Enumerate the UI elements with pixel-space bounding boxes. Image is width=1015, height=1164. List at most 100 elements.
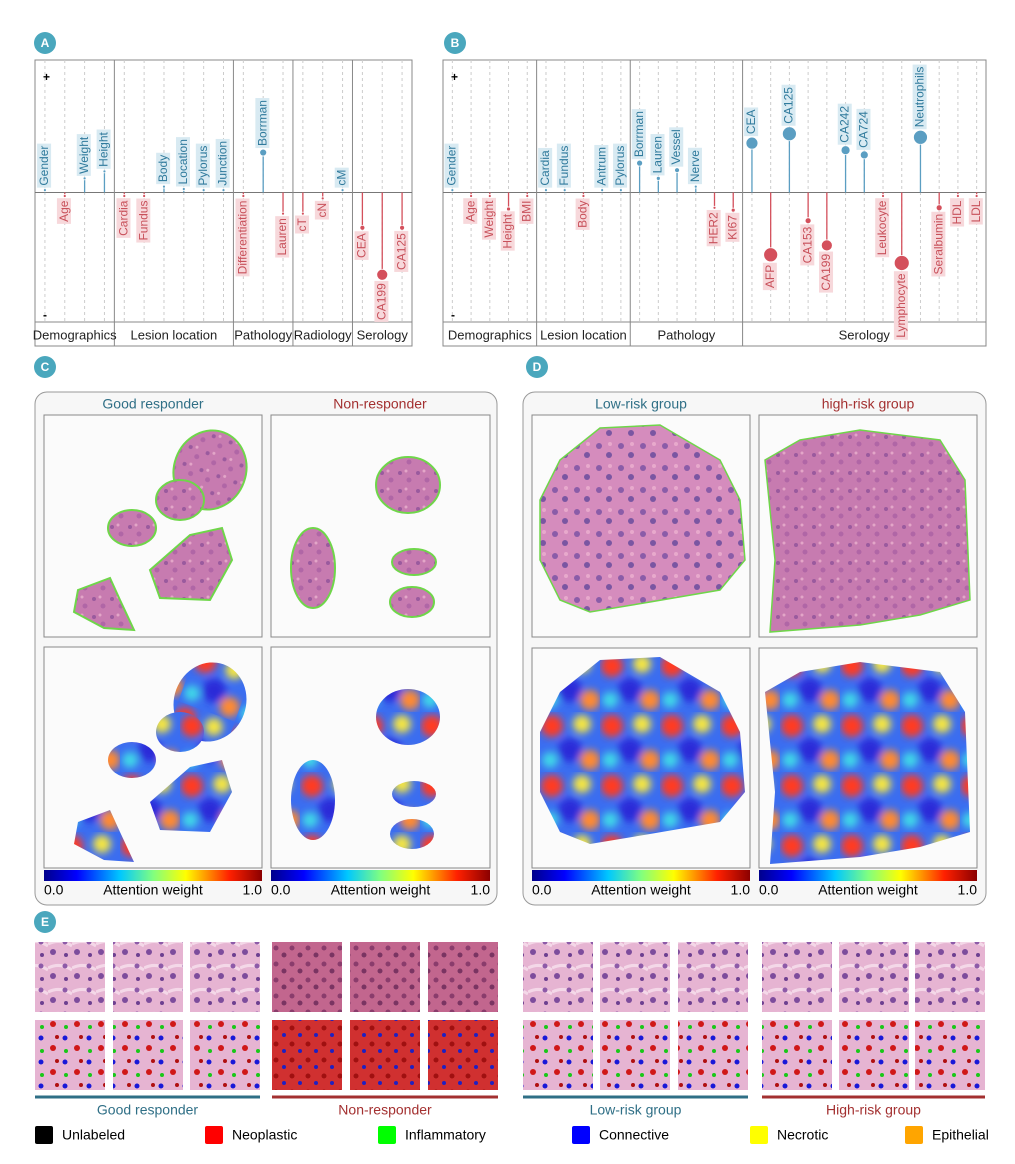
- top-sign: +: [451, 70, 458, 84]
- feature-label-group: Lymphocyte: [893, 271, 908, 340]
- colorbar-min: 0.0: [44, 882, 64, 898]
- feature-label-bg: [575, 198, 590, 230]
- lollipop-head: [693, 184, 698, 189]
- feature-label: Gender: [37, 146, 51, 186]
- feature-label: Body: [576, 201, 590, 228]
- segmentation-thumbnail: [678, 1020, 748, 1090]
- feature-label-bg: [215, 138, 230, 188]
- lollipop-head: [281, 211, 285, 216]
- lollipop-head: [320, 196, 325, 201]
- feature-label: CEA: [744, 109, 758, 134]
- lollipop-head: [893, 255, 910, 271]
- top-sign: +: [43, 70, 50, 84]
- feature-label-bg: [96, 129, 111, 169]
- feature-label-group: Fundus: [556, 143, 571, 188]
- feature-label: CA125: [782, 87, 796, 124]
- feature-label: Fundus: [557, 146, 571, 186]
- feature-label: Fundus: [136, 201, 150, 241]
- feature-label-bg: [195, 143, 210, 188]
- feature-label: LDL: [969, 200, 983, 222]
- feature-label-group: cT: [295, 215, 310, 234]
- patch-thumbnail: [523, 942, 593, 1012]
- bottom-sign: -: [451, 308, 455, 322]
- lollipop-head: [956, 194, 960, 198]
- feature-label-group: Cardia: [116, 198, 131, 238]
- feature-label-bg: [706, 209, 721, 247]
- segmentation-thumbnail: [428, 1020, 498, 1090]
- colorbar: [532, 870, 750, 881]
- group-label: Lesion location: [540, 327, 627, 342]
- feature-label-bg: [950, 198, 965, 227]
- panel-badge: [34, 911, 56, 933]
- lollipop-head: [122, 194, 127, 198]
- feature-label: Vessel: [669, 129, 683, 164]
- feature-label-bg: [538, 147, 553, 188]
- feature-label-group: HDL: [950, 198, 965, 227]
- segmentation-thumbnail: [915, 1020, 985, 1090]
- feature-label: cM: [335, 170, 349, 186]
- feature-label-group: Fundus: [136, 198, 151, 243]
- group-title: Low-risk group: [590, 1102, 682, 1118]
- feature-label-bg: [394, 230, 409, 272]
- patch-thumbnail: [678, 942, 748, 1012]
- bottom-sign: -: [43, 308, 47, 322]
- feature-label-bg: [594, 144, 609, 188]
- panel-badge: [34, 32, 56, 54]
- feature-label-bg: [762, 262, 777, 291]
- colorbar: [759, 870, 977, 881]
- panel-d-images: [531, 414, 978, 869]
- feature-label-bg: [875, 198, 890, 258]
- feature-label: CA199: [374, 283, 388, 320]
- feature-label-group: Leukocyte: [875, 198, 890, 258]
- feature-label-bg: [56, 198, 71, 224]
- group-label: Lesion location: [131, 327, 218, 342]
- patch-thumbnail: [762, 942, 832, 1012]
- feature-label: Weight: [482, 200, 496, 238]
- feature-label-bg: [354, 231, 369, 260]
- lollipop-head: [913, 129, 928, 145]
- feature-label: Neutrophils: [913, 67, 927, 128]
- legend-swatch: [572, 1126, 590, 1144]
- legend-label: Epithelial: [932, 1127, 989, 1143]
- feature-label-group: Gender: [444, 143, 459, 188]
- feature-label-bg: [893, 271, 908, 340]
- lollipop-head: [162, 184, 166, 189]
- feature-label-bg: [687, 147, 702, 185]
- feature-label: Junction: [216, 141, 230, 186]
- feature-label-bg: [725, 212, 740, 242]
- lollipop-head: [600, 188, 605, 193]
- feature-label-group: CA242: [837, 103, 852, 145]
- segmentation-thumbnail: [839, 1020, 909, 1090]
- feature-label-group: Vessel: [669, 127, 684, 167]
- segmentation-thumbnail: [113, 1020, 183, 1090]
- feature-label: Leukocyte: [875, 200, 889, 255]
- feature-label-bg: [37, 143, 52, 188]
- lollipop-head: [487, 194, 492, 198]
- feature-label-bg: [613, 143, 628, 188]
- feature-label-bg: [116, 198, 131, 238]
- legend-label: Inflammatory: [405, 1127, 486, 1143]
- lollipop-head: [820, 239, 833, 252]
- feature-label-bg: [235, 198, 250, 277]
- feature-label: Nerve: [688, 150, 702, 182]
- lollipop-head: [840, 145, 851, 156]
- lollipop-head: [82, 176, 87, 181]
- colorbar-max: 1.0: [958, 882, 978, 898]
- feature-label: KI67: [725, 215, 739, 240]
- feature-label-bg: [631, 109, 646, 160]
- group-label: Serology: [839, 327, 891, 342]
- feature-label: AFP: [763, 265, 777, 288]
- feature-label: Antrum: [594, 147, 608, 186]
- group-title: High-risk group: [826, 1102, 921, 1118]
- feature-label-group: Age: [463, 198, 478, 224]
- patch-thumbnail: [350, 942, 420, 1012]
- colorbar-title: Attention weight: [331, 882, 431, 898]
- column-title: high-risk group: [822, 396, 915, 412]
- legend-label: Necrotic: [777, 1127, 828, 1143]
- feature-label-bg: [912, 64, 927, 130]
- lollipop-head: [804, 217, 812, 225]
- patch-thumbnail: [113, 942, 183, 1012]
- lollipop-head: [745, 136, 759, 150]
- segmentation-thumbnail: [272, 1020, 342, 1090]
- lollipop-head: [674, 167, 680, 174]
